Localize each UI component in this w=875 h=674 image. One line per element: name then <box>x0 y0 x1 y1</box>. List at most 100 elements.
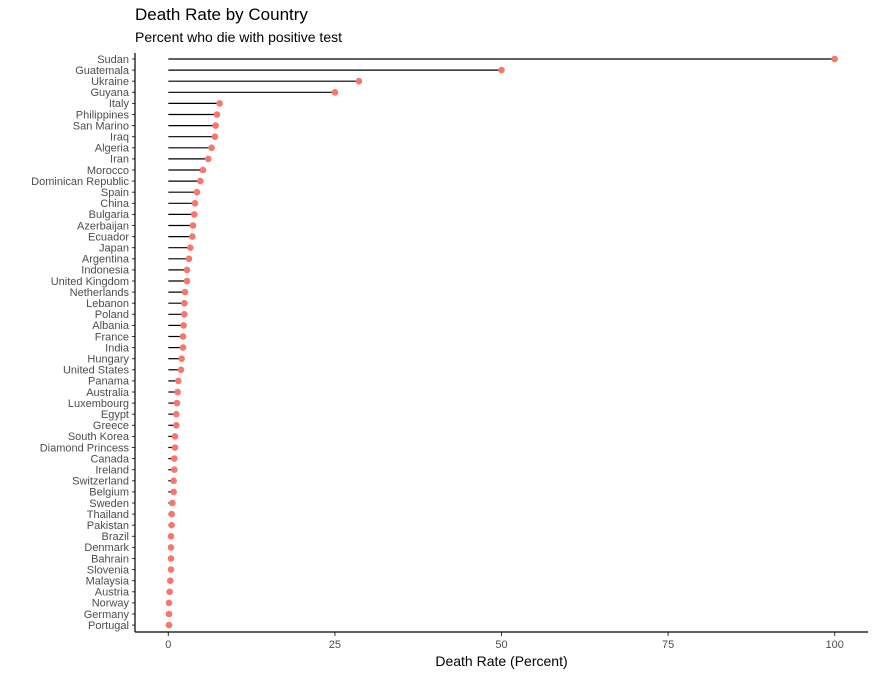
point-china <box>191 200 199 207</box>
point-south-korea <box>171 433 179 440</box>
y-tick-label: Sweden <box>89 498 129 510</box>
y-tick-label: China <box>100 198 130 210</box>
y-tick-label: Bahrain <box>91 553 129 565</box>
y-tick-label: Indonesia <box>81 265 130 277</box>
point-united-states <box>177 366 185 374</box>
point-ecuador <box>189 233 196 240</box>
y-tick-label: San Marino <box>73 120 129 132</box>
y-tick-label: Luxembourg <box>68 398 129 410</box>
point-austria <box>166 588 173 596</box>
y-tick-label: India <box>105 342 130 354</box>
point-hungary <box>178 355 185 363</box>
y-tick-label: Japan <box>99 243 129 255</box>
point-italy <box>216 100 223 107</box>
y-tick-label: Iran <box>110 154 129 166</box>
point-spain <box>193 188 201 196</box>
y-tick-label: Ukraine <box>91 76 129 88</box>
point-brazil <box>167 533 175 540</box>
point-guyana <box>331 89 339 96</box>
point-albania <box>180 322 187 329</box>
point-slovenia <box>167 566 175 573</box>
y-tick-label: Ecuador <box>88 231 129 243</box>
point-united-kingdom <box>183 277 191 285</box>
point-bulgaria <box>191 211 198 218</box>
y-tick-label: Lebanon <box>86 298 129 310</box>
y-tick-label: Belgium <box>89 487 129 499</box>
point-ukraine <box>355 77 363 85</box>
point-greece <box>173 422 180 429</box>
y-tick-label: France <box>95 331 129 343</box>
y-tick-label: Guyana <box>90 87 129 99</box>
y-tick-label: Hungary <box>87 354 129 366</box>
point-thailand <box>168 510 175 518</box>
point-poland <box>181 311 188 318</box>
point-algeria <box>208 144 215 152</box>
point-azerbaijan <box>189 222 197 229</box>
point-lebanon <box>181 299 188 307</box>
y-tick-label: Bulgaria <box>89 209 130 221</box>
y-tick-label: Greece <box>93 420 129 432</box>
y-tick-label: Canada <box>90 453 129 465</box>
y-tick-label: Germany <box>84 609 130 621</box>
y-tick-label: Spain <box>101 187 129 199</box>
point-sudan <box>831 55 838 63</box>
point-denmark <box>167 544 175 551</box>
x-tick-label: 100 <box>826 639 844 651</box>
y-tick-label: Slovenia <box>87 564 130 576</box>
point-iran <box>205 155 212 163</box>
point-luxembourg <box>173 399 181 407</box>
point-morocco <box>199 166 207 174</box>
y-tick-label: Australia <box>86 387 130 399</box>
point-indonesia <box>183 266 191 274</box>
y-tick-label: Denmark <box>84 542 129 554</box>
x-tick-label: 0 <box>165 639 171 651</box>
point-bahrain <box>167 555 175 562</box>
point-switzerland <box>170 477 177 485</box>
x-tick-label: 25 <box>329 639 341 651</box>
y-tick-label: Netherlands <box>70 287 130 299</box>
y-tick-label: Dominican Republic <box>31 176 129 188</box>
point-norway <box>165 599 173 607</box>
point-sweden <box>169 499 176 507</box>
point-san-marino <box>212 122 219 129</box>
point-iraq <box>211 133 219 140</box>
y-tick-label: Guatemala <box>75 65 130 77</box>
point-india <box>179 344 187 351</box>
y-tick-label: Austria <box>95 587 130 599</box>
point-france <box>179 333 187 340</box>
point-germany <box>165 610 173 618</box>
y-tick-label: Portugal <box>88 620 129 632</box>
point-diamond-princess <box>171 444 179 451</box>
point-netherlands <box>181 288 189 296</box>
y-tick-label: Pakistan <box>87 520 129 532</box>
y-tick-label: Albania <box>92 320 130 332</box>
point-belgium <box>170 488 177 496</box>
y-tick-label: Ireland <box>95 465 129 477</box>
point-malaysia <box>167 577 174 584</box>
x-axis-title: Death Rate (Percent) <box>435 653 567 669</box>
y-tick-label: United Kingdom <box>51 276 129 288</box>
point-japan <box>187 244 194 251</box>
chart-subtitle: Percent who die with positive test <box>135 29 342 45</box>
y-tick-label: Italy <box>109 98 130 110</box>
y-tick-label: Thailand <box>87 509 129 521</box>
y-tick-label: Malaysia <box>86 576 130 588</box>
y-tick-label: Switzerland <box>72 476 129 488</box>
point-guatemala <box>498 66 505 74</box>
y-tick-label: Morocco <box>87 165 129 177</box>
point-philippines <box>213 111 221 118</box>
y-tick-label: Philippines <box>76 109 130 121</box>
y-tick-label: South Korea <box>68 431 130 443</box>
stems-group <box>168 58 835 626</box>
y-tick-label: Egypt <box>101 409 129 421</box>
y-tick-label: Panama <box>88 376 130 388</box>
points-group <box>165 55 838 629</box>
y-tick-label: Azerbaijan <box>77 220 129 232</box>
point-egypt <box>173 410 180 418</box>
point-panama <box>175 377 182 385</box>
point-ireland <box>171 466 178 474</box>
y-tick-label: United States <box>63 365 130 377</box>
y-tick-label: Iraq <box>110 132 129 144</box>
y-tick-label: Algeria <box>95 143 130 155</box>
point-pakistan <box>168 521 175 529</box>
